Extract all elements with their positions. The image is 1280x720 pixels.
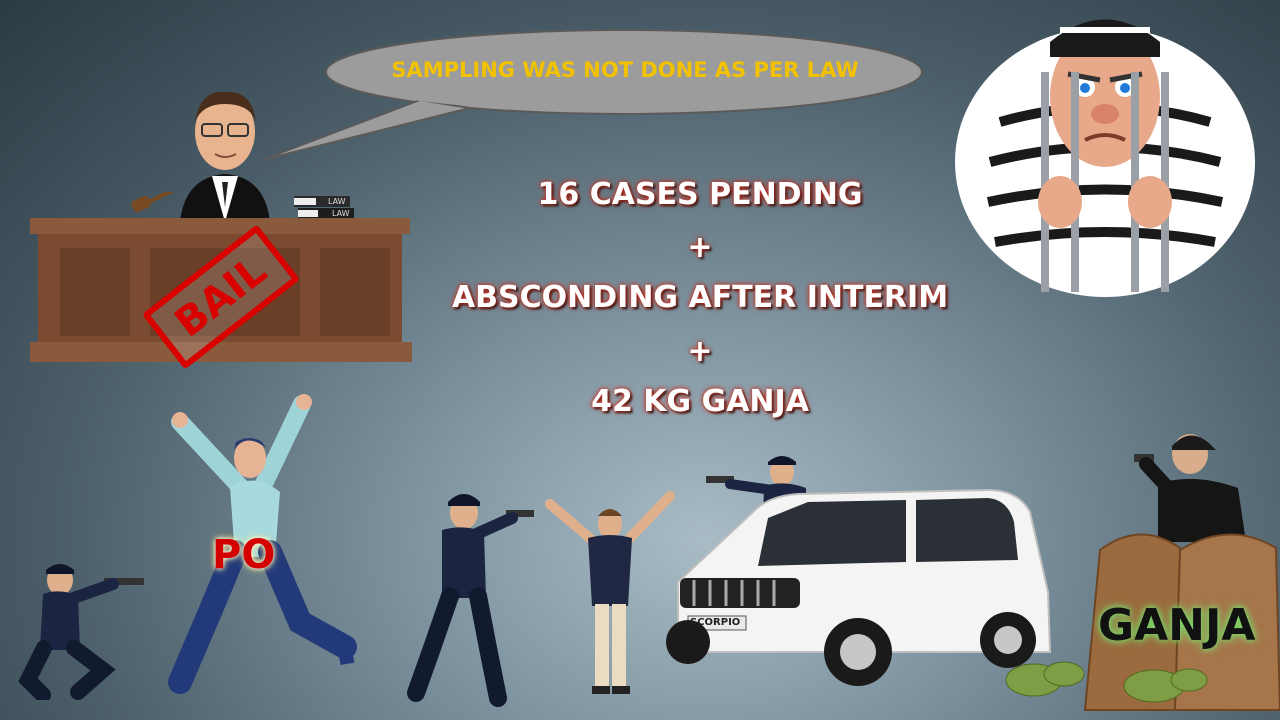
law-book-label-2: LAW xyxy=(332,209,350,218)
surrendering-man xyxy=(545,491,675,694)
pending-cases-text: 16 CASES PENDING xyxy=(537,177,863,212)
plus-sign-2: + xyxy=(687,334,713,369)
plus-sign-1: + xyxy=(687,230,713,265)
absconding-text: ABSCONDING AFTER INTERIM xyxy=(451,280,949,315)
speech-bubble-text: SAMPLING WAS NOT DONE AS PER LAW xyxy=(391,58,859,82)
po-label: PO xyxy=(212,532,276,578)
judge-bench xyxy=(30,218,412,362)
fugitive-figure xyxy=(168,394,357,694)
prisoner-illustration xyxy=(955,19,1255,297)
ganja-sacks xyxy=(1083,533,1280,711)
ganja-quantity-text: 42 KG GANJA xyxy=(591,384,809,419)
kneeling-police-officer xyxy=(18,564,144,700)
law-book-label-1: LAW xyxy=(328,197,346,206)
smuggler-figure xyxy=(1134,434,1246,542)
judge-figure xyxy=(180,91,270,222)
vehicle-plate-text: SCORPIO xyxy=(690,617,741,628)
ganja-sack-label: GANJA xyxy=(1098,600,1256,651)
law-books xyxy=(294,196,354,219)
ganja-leaves xyxy=(1005,661,1208,703)
police-officer-aiming xyxy=(407,494,534,707)
suv-vehicle xyxy=(666,488,1052,686)
